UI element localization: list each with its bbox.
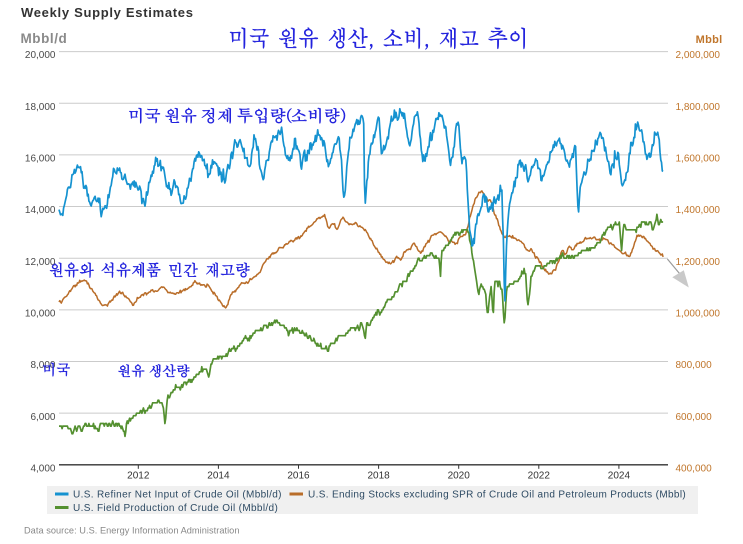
svg-text:2018: 2018	[367, 470, 390, 481]
svg-text:12,000: 12,000	[25, 257, 56, 268]
svg-text:1,600,000: 1,600,000	[676, 154, 721, 165]
svg-text:2022: 2022	[528, 470, 551, 481]
svg-text:400,000: 400,000	[676, 463, 713, 474]
svg-text:1,800,000: 1,800,000	[676, 102, 721, 113]
svg-text:14,000: 14,000	[25, 205, 56, 216]
svg-text:2,000,000: 2,000,000	[676, 50, 721, 61]
svg-text:600,000: 600,000	[676, 412, 713, 423]
svg-text:20,000: 20,000	[25, 50, 56, 61]
svg-text:2024: 2024	[608, 470, 631, 481]
svg-text:1,200,000: 1,200,000	[676, 257, 721, 268]
svg-text:2016: 2016	[287, 470, 310, 481]
svg-text:10,000: 10,000	[25, 309, 56, 320]
svg-text:800,000: 800,000	[676, 360, 713, 371]
svg-text:4,000: 4,000	[30, 463, 55, 474]
svg-text:2020: 2020	[448, 470, 471, 481]
svg-text:18,000: 18,000	[25, 102, 56, 113]
svg-text:6,000: 6,000	[30, 412, 55, 423]
svg-text:U.S. Field Production of Crude: U.S. Field Production of Crude Oil (Mbbl…	[73, 503, 278, 514]
svg-text:16,000: 16,000	[25, 154, 56, 165]
svg-text:Weekly Supply Estimates: Weekly Supply Estimates	[21, 5, 194, 20]
svg-text:U.S. Refiner Net Input of Crud: U.S. Refiner Net Input of Crude Oil (Mbb…	[73, 490, 282, 501]
svg-text:1,400,000: 1,400,000	[676, 205, 721, 216]
svg-text:2012: 2012	[127, 470, 150, 481]
svg-text:U.S. Ending Stocks excluding S: U.S. Ending Stocks excluding SPR of Crud…	[308, 490, 686, 501]
svg-text:1,000,000: 1,000,000	[676, 309, 721, 320]
svg-text:Data source: U.S. Energy Infor: Data source: U.S. Energy Information Adm…	[24, 526, 240, 536]
svg-text:Mbbl: Mbbl	[696, 34, 723, 46]
svg-text:2014: 2014	[207, 470, 230, 481]
svg-text:Mbbl/d: Mbbl/d	[21, 31, 68, 46]
